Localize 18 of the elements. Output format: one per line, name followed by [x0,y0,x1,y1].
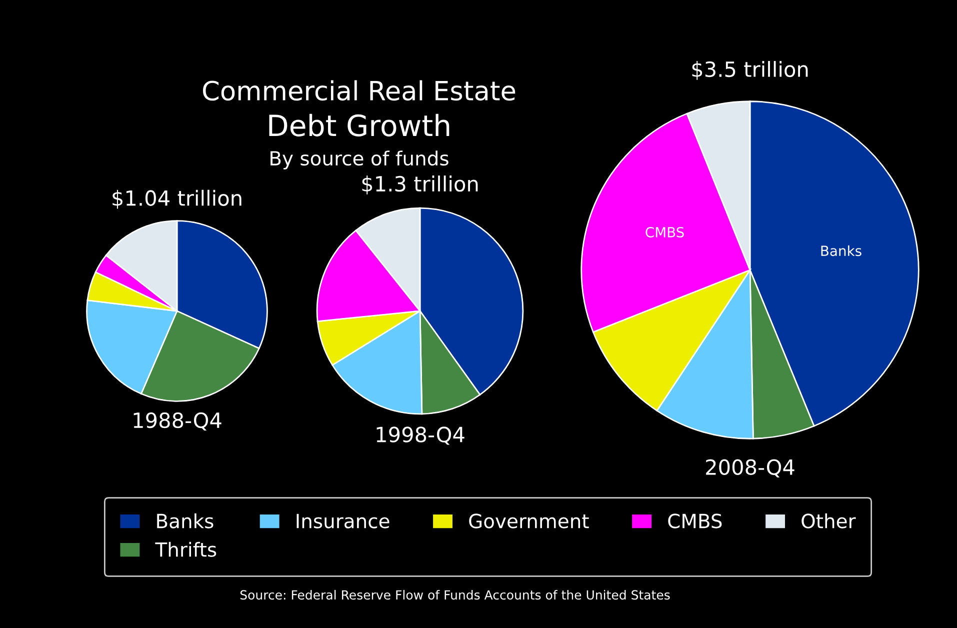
text: 1998-Q4 [376,426,464,445]
source-note: Source: Federal Reserve Flow of Funds Accounts of the United States [240,590,670,600]
legend-label: Insurance [296,514,390,528]
chart-title: $1.3 trillion [362,176,478,194]
text: Debt Growth [269,114,450,136]
legend-label: Banks [157,513,214,528]
text: 1988-Q4 [134,412,222,431]
chart-title: $1.04 trillion [112,190,242,209]
text: By source of funds [270,150,448,170]
text: 2008-Q4 [706,459,794,478]
legend-label: Government [469,514,589,528]
slice-label: Banks [821,245,862,256]
chart-title: $3.5 trillion [692,60,808,80]
slice-label: CMBS [646,226,684,238]
legend-label: CMBS [668,514,722,528]
legend-label: Other [802,513,856,528]
text: Commercial Real Estate [202,80,516,101]
legend-label: Thrifts [155,542,216,557]
